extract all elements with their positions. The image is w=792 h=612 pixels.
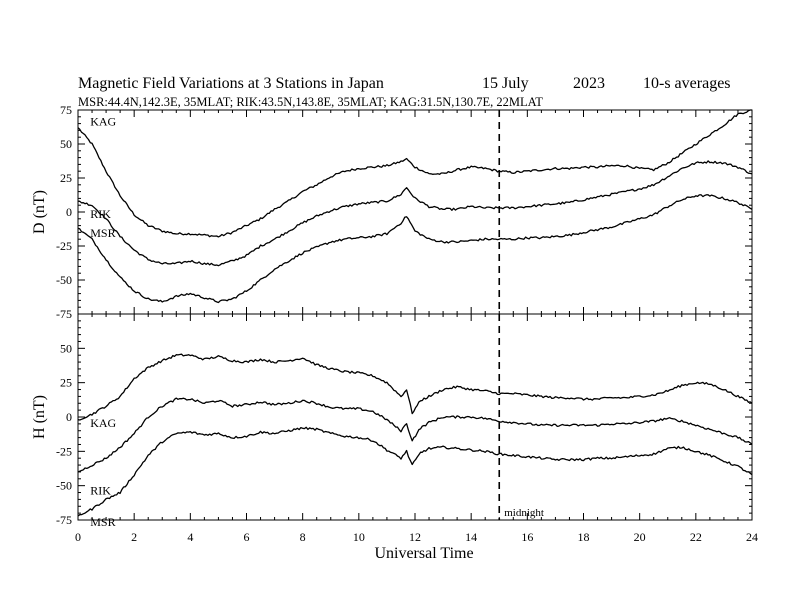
chart-date-year: 2023 — [573, 75, 605, 92]
y-tick-label: 50 — [60, 341, 72, 355]
x-tick-label: 8 — [300, 530, 306, 544]
y-tick-label: -25 — [56, 239, 72, 253]
panels-group: 75 50 25 0 -25 -50 -75 D (nT) KAG RIK MSR 50 25 0 -25 -… — [31, 103, 758, 544]
y-tick-label: -75 — [56, 307, 72, 321]
series-line-rik — [77, 160, 753, 267]
x-tick-label: 14 — [465, 530, 477, 544]
x-tick-label: 18 — [578, 530, 590, 544]
series-label-msr: MSR — [90, 226, 115, 240]
x-tick-label: 12 — [409, 530, 421, 544]
chart-title: Magnetic Field Variations at 3 Stations … — [78, 75, 384, 92]
x-tick-label: 24 — [746, 530, 758, 544]
chart-averaging: 10-s averages — [643, 75, 731, 92]
x-tick-label: 10 — [353, 530, 365, 544]
y-tick-label: 75 — [60, 103, 72, 117]
panel-frame-0 — [77, 109, 753, 315]
series-line-kag — [77, 353, 753, 421]
y-tick-label: 0 — [66, 410, 72, 424]
y-tick-label: -75 — [56, 513, 72, 527]
y-tick-label: 25 — [60, 171, 72, 185]
y-tick-label: -25 — [56, 444, 72, 458]
series-label-rik: RIK — [90, 207, 111, 221]
y-tick-label: 0 — [66, 205, 72, 219]
x-tick-label: 16 — [521, 530, 533, 544]
x-tick-label: 6 — [244, 530, 250, 544]
x-tick-label: 4 — [187, 530, 193, 544]
x-tick-label: 22 — [690, 530, 702, 544]
series-line-msr — [77, 194, 753, 304]
series-line-msr — [77, 426, 753, 517]
x-tick-label: 20 — [634, 530, 646, 544]
y-axis-label: H (nT) — [31, 395, 48, 439]
x-tick-label: 2 — [131, 530, 137, 544]
chart-date-day: 15 July — [482, 75, 529, 92]
y-tick-label: -50 — [56, 273, 72, 287]
series-line-rik — [77, 397, 753, 473]
x-tick-label: 0 — [75, 530, 81, 544]
y-tick-label: 50 — [60, 137, 72, 151]
panel-frame-1 — [77, 313, 753, 521]
series-label-kag: KAG — [90, 416, 116, 430]
series-label-kag: KAG — [90, 115, 116, 129]
y-tick-label: -50 — [56, 479, 72, 493]
stations-line: MSR:44.4N,142.3E, 35MLAT; RIK:43.5N,143.… — [78, 95, 543, 109]
y-tick-label: 25 — [60, 376, 72, 390]
midnight-marker-label: midnight — [504, 507, 544, 519]
y-axis-label: D (nT) — [31, 190, 48, 234]
series-line-kag — [77, 109, 752, 238]
series-label-msr: MSR — [90, 515, 115, 529]
x-axis-label: Universal Time — [374, 545, 473, 562]
series-label-rik: RIK — [90, 483, 111, 497]
